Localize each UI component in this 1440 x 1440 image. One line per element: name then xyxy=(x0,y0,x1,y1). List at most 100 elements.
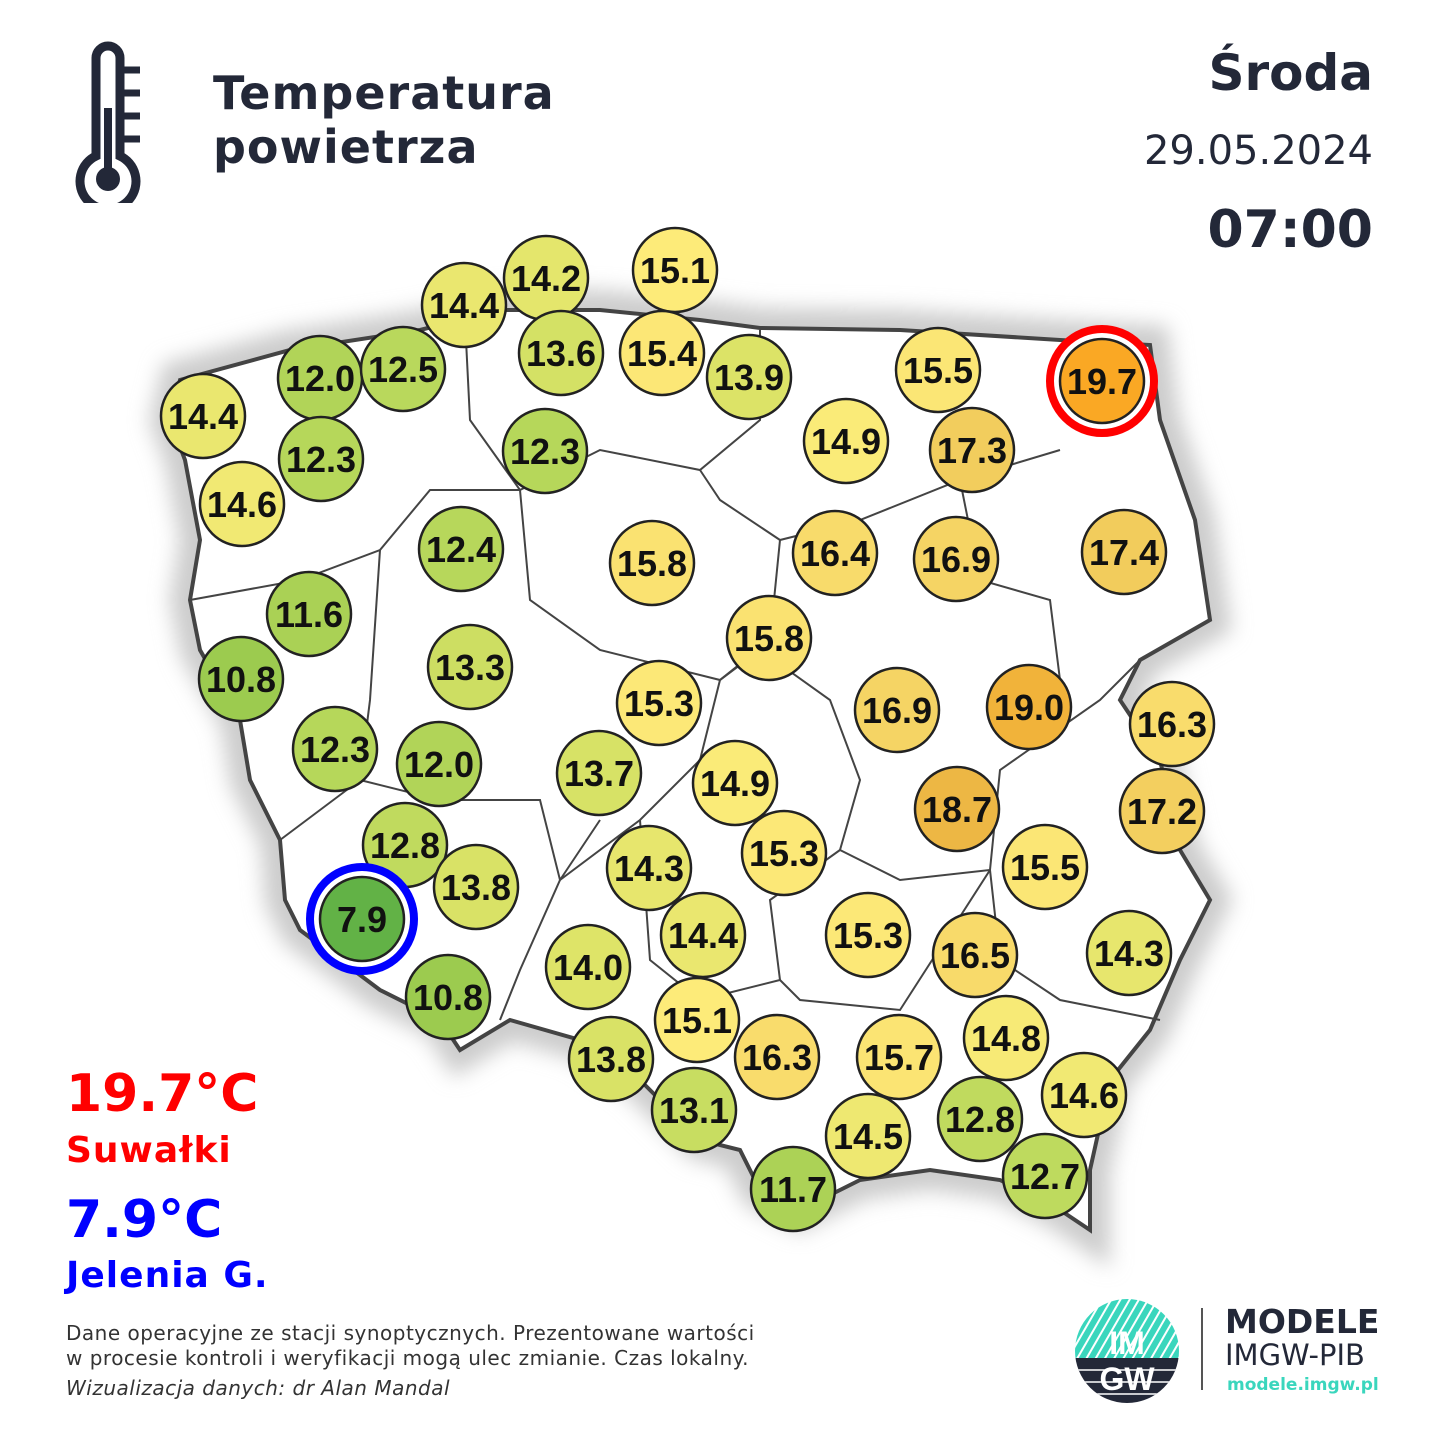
station-marker: 11.6 xyxy=(265,570,353,658)
station-circle xyxy=(277,415,365,503)
station-value: 15.8 xyxy=(734,618,804,659)
station-circle xyxy=(1128,680,1216,768)
station-marker: 14.9 xyxy=(691,739,779,827)
station-marker: 15.3 xyxy=(740,809,828,897)
station-value: 13.8 xyxy=(576,1039,646,1080)
station-value: 12.3 xyxy=(510,431,580,472)
brand-org: IMGW-PIB xyxy=(1225,1338,1365,1372)
station-marker: 13.7 xyxy=(555,729,643,817)
min-temp-value: 7.9°C xyxy=(66,1190,223,1250)
station-value: 10.8 xyxy=(413,977,483,1018)
station-circle xyxy=(417,505,505,593)
station-circle xyxy=(855,1013,943,1101)
station-circle xyxy=(318,875,406,963)
station-marker: 14.8 xyxy=(962,994,1050,1082)
station-value: 14.3 xyxy=(614,848,684,889)
station-marker: 13.8 xyxy=(432,843,520,931)
station-marker: 13.9 xyxy=(705,333,793,421)
station-marker: 13.3 xyxy=(426,623,514,711)
station-circle xyxy=(291,705,379,793)
station-value: 14.6 xyxy=(207,484,277,525)
station-marker: 16.9 xyxy=(912,515,1000,603)
station-marker: 12.3 xyxy=(291,705,379,793)
station-marker: 15.8 xyxy=(725,594,813,682)
station-circle xyxy=(198,460,286,548)
station-circle xyxy=(894,326,982,414)
station-marker: 15.8 xyxy=(608,519,696,607)
station-value: 15.7 xyxy=(864,1037,934,1078)
station-circle xyxy=(749,1145,837,1233)
station-marker: 14.4 xyxy=(420,261,508,349)
station-circle xyxy=(159,372,247,460)
station-value: 12.8 xyxy=(945,1099,1015,1140)
title-line-2: powietrza xyxy=(213,120,479,174)
disclaimer-line-2: w procesie kontroli i weryfikacji mogą u… xyxy=(66,1346,749,1370)
station-marker: 14.3 xyxy=(605,824,693,912)
station-value: 14.9 xyxy=(811,421,881,462)
station-value: 16.3 xyxy=(742,1037,812,1078)
station-circle xyxy=(1085,909,1173,997)
station-value: 13.8 xyxy=(441,867,511,908)
time: 07:00 xyxy=(1207,200,1373,260)
station-marker: 13.8 xyxy=(567,1015,655,1103)
station-marker: 7.9 xyxy=(306,863,418,975)
imgw-logo: IM GW xyxy=(1075,1299,1179,1403)
date: 29.05.2024 xyxy=(1143,128,1373,174)
station-marker: 15.5 xyxy=(894,326,982,414)
station-marker: 11.7 xyxy=(749,1145,837,1233)
station-circle xyxy=(1058,337,1146,425)
station-circle xyxy=(824,1092,912,1180)
station-circle xyxy=(555,729,643,817)
min-temp-station: Jelenia G. xyxy=(66,1255,269,1296)
station-circle xyxy=(426,623,514,711)
station-circle xyxy=(605,824,693,912)
station-marker: 16.4 xyxy=(791,509,879,597)
station-value: 12.7 xyxy=(1010,1156,1080,1197)
station-value: 15.3 xyxy=(833,915,903,956)
station-value: 11.7 xyxy=(759,1169,827,1210)
station-value: 7.9 xyxy=(337,899,387,940)
station-circle xyxy=(395,720,483,808)
station-marker: 14.9 xyxy=(802,397,890,485)
station-circle xyxy=(517,309,605,397)
station-value: 15.1 xyxy=(662,1000,732,1041)
station-marker: 14.4 xyxy=(659,891,747,979)
station-circle xyxy=(608,519,696,607)
station-value: 14.4 xyxy=(429,285,499,326)
station-value: 13.1 xyxy=(659,1090,729,1131)
station-marker: 12.3 xyxy=(501,407,589,495)
station-circle xyxy=(567,1015,655,1103)
station-marker: 17.4 xyxy=(1080,508,1168,596)
station-marker: 14.0 xyxy=(544,923,632,1011)
station-value: 15.5 xyxy=(1010,847,1080,888)
station-value: 17.3 xyxy=(937,430,1007,471)
station-value: 14.6 xyxy=(1049,1075,1119,1116)
station-value: 14.9 xyxy=(700,763,770,804)
station-marker: 12.5 xyxy=(359,325,447,413)
station-circle xyxy=(913,765,1001,853)
station-value: 17.2 xyxy=(1127,791,1197,832)
station-value: 18.7 xyxy=(922,789,992,830)
station-value: 17.4 xyxy=(1089,532,1159,573)
station-value: 12.3 xyxy=(286,439,356,480)
max-temp-value: 19.7°C xyxy=(66,1064,259,1124)
station-marker: 16.3 xyxy=(733,1013,821,1101)
station-value: 13.6 xyxy=(526,333,596,374)
station-marker: 13.6 xyxy=(517,309,605,397)
station-marker: 15.1 xyxy=(653,976,741,1064)
station-marker: 12.4 xyxy=(417,505,505,593)
station-circle xyxy=(501,407,589,495)
station-circle xyxy=(725,594,813,682)
station-value: 15.3 xyxy=(749,833,819,874)
brand-name: MODELE xyxy=(1225,1302,1380,1341)
station-circle xyxy=(650,1066,738,1154)
station-value: 15.3 xyxy=(624,683,694,724)
station-circle xyxy=(1040,1051,1128,1139)
station-circle xyxy=(824,891,912,979)
station-circle xyxy=(420,261,508,349)
station-value: 12.5 xyxy=(368,349,438,390)
station-circle xyxy=(705,333,793,421)
brand-url[interactable]: modele.imgw.pl xyxy=(1227,1375,1379,1395)
station-value: 12.0 xyxy=(285,358,355,399)
station-value: 16.4 xyxy=(800,533,870,574)
